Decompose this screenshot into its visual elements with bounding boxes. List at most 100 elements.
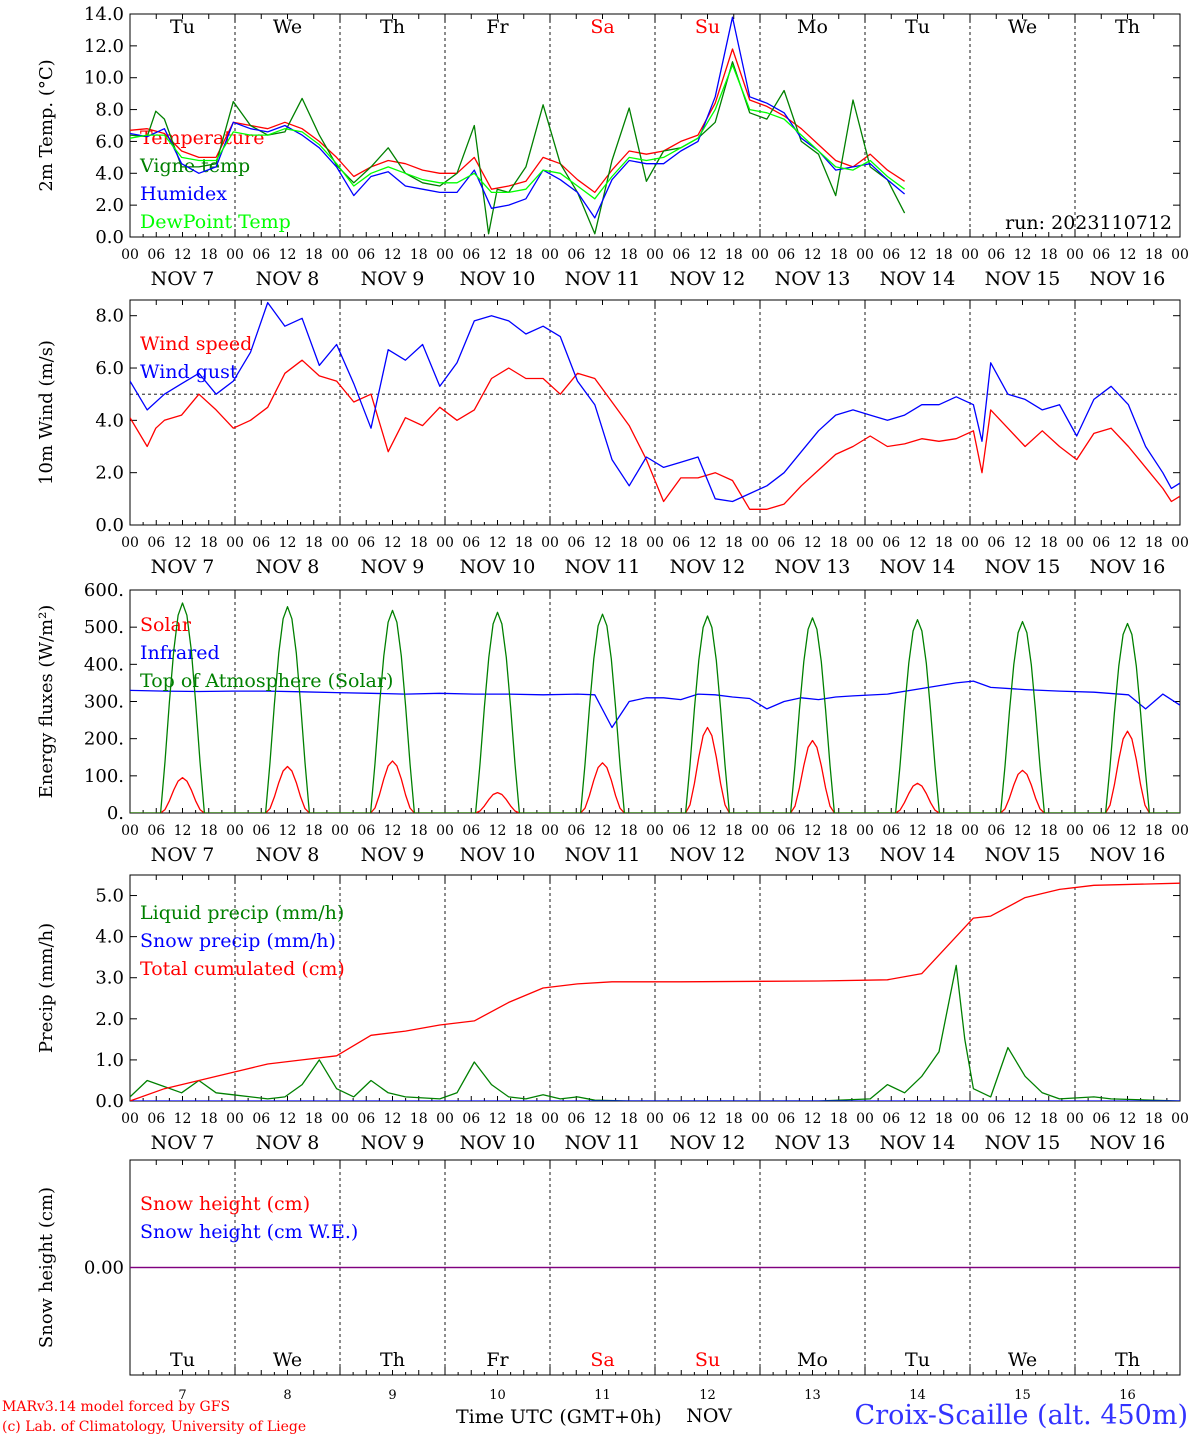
date-tick-label: NOV 15 [985,1132,1061,1154]
legend-entry: Liquid precip (mm/h) [140,902,344,924]
date-tick-label: NOV 13 [775,844,851,866]
wind-series-wind-gust [130,301,1180,503]
hour-tick-label: 18 [620,535,638,551]
hour-tick-label: 00 [1066,1111,1084,1127]
hour-tick-label: 12 [1119,1111,1137,1127]
hour-tick-label: 00 [751,823,769,839]
hour-tick-label: 06 [882,823,900,839]
hour-tick-label: 18 [410,823,428,839]
hour-tick-label: 12 [1119,823,1137,839]
hour-tick-label: 12 [594,247,612,263]
date-tick-label: NOV 8 [256,556,320,578]
y-tick-label: 200. [84,729,124,750]
hour-tick-label: 00 [331,823,349,839]
hour-tick-label: 18 [1145,535,1163,551]
wind-panel: 0.0 2.0 4.0 6.0 8.0 10m Wind (m/s) 00 06 12 18 NOV… [36,299,1189,578]
date-tick-label: NOV 12 [670,268,746,290]
date-tick-label: NOV 15 [985,556,1061,578]
hour-tick-label: 00 [1066,823,1084,839]
hour-tick-label: 06 [672,1111,690,1127]
hour-tick-label: 18 [1040,247,1058,263]
y-tick-label: 500. [84,617,124,638]
hour-tick-label: 06 [357,1111,375,1127]
hour-tick-label: 18 [620,1111,638,1127]
y-tick-label: 4.0 [95,410,124,431]
date-tick-label: NOV 7 [151,1132,215,1154]
date-tick-label: NOV 11 [565,556,641,578]
hour-tick-label: 12 [279,247,297,263]
hour-tick-label: 06 [1092,823,1110,839]
hour-tick-label: 12 [279,823,297,839]
weekday-label: We [1008,16,1037,38]
hour-tick-label: 06 [252,1111,270,1127]
hour-tick-label: 12 [909,535,927,551]
hour-tick-label: 12 [804,247,822,263]
hour-tick-label: 18 [1040,535,1058,551]
precip-series-liquid-precip-mm-h [130,964,1180,1101]
hour-tick-label: 12 [489,823,507,839]
hour-tick-label: 00 [751,247,769,263]
hour-tick-label: 06 [462,1111,480,1127]
hour-tick-label: 12 [174,535,192,551]
weekday-label: We [273,16,302,38]
hour-tick-label: 00 [331,535,349,551]
day-number-label: 15 [1014,1388,1031,1403]
date-tick-label: NOV 14 [880,556,956,578]
date-tick-label: NOV 9 [361,556,425,578]
date-tick-label: NOV 10 [460,844,536,866]
hour-tick-label: 18 [515,1111,533,1127]
date-tick-label: NOV 16 [1090,1132,1166,1154]
hour-tick-label: 06 [147,535,165,551]
hour-tick-label: 06 [147,247,165,263]
hour-tick-label: 12 [1119,535,1137,551]
y-tick-label: 600. [84,580,124,601]
date-tick-label: NOV 14 [880,268,956,290]
legend-entry: Snow precip (mm/h) [140,930,336,952]
hour-tick-label: 06 [777,535,795,551]
date-tick-label: NOV 8 [256,1132,320,1154]
weekday-label: Fr [486,16,509,38]
hour-tick-label: 18 [200,1111,218,1127]
hour-tick-label: 00 [436,247,454,263]
y-tick-label: 12.0 [84,36,124,57]
hour-tick-label: 18 [725,1111,743,1127]
hour-tick-label: 00 [331,1111,349,1127]
hour-tick-label: 06 [1092,535,1110,551]
hour-tick-label: 12 [384,535,402,551]
hour-tick-label: 18 [200,247,218,263]
weekday-label: Tu [170,16,195,38]
hour-tick-label: 06 [357,823,375,839]
hour-tick-label: 06 [882,247,900,263]
hour-tick-label: 06 [777,823,795,839]
legend-entry: Total cumulated (cm) [140,958,345,980]
hour-tick-label: 18 [830,535,848,551]
legend-entry: DewPoint Temp [140,211,291,233]
weekday-label: Th [380,1349,405,1371]
hour-tick-label: 18 [620,247,638,263]
day-number-label: 11 [594,1388,611,1403]
y-tick-label: 8.0 [95,306,124,327]
hour-tick-label: 00 [1171,247,1189,263]
hour-tick-label: 12 [909,247,927,263]
hour-tick-label: 18 [1040,823,1058,839]
weekday-label: Tu [905,16,930,38]
y-tick-label: 1.0 [95,1050,124,1071]
snow-y-axis-label: Snow height (cm) [36,1187,57,1348]
hour-tick-label: 12 [1119,247,1137,263]
hour-tick-label: 06 [567,823,585,839]
hour-tick-label: 00 [331,247,349,263]
day-number-label: 13 [804,1388,821,1403]
hour-tick-label: 00 [751,1111,769,1127]
hour-tick-label: 00 [961,823,979,839]
date-tick-label: NOV 7 [151,268,215,290]
energy-series-infrared [130,680,1180,729]
hour-tick-label: 18 [200,823,218,839]
date-tick-label: NOV 8 [256,268,320,290]
date-tick-label: NOV 15 [985,844,1061,866]
hour-tick-label: 18 [1145,1111,1163,1127]
weekday-label: Tu [170,1349,195,1371]
date-tick-label: NOV 10 [460,556,536,578]
hour-tick-label: 06 [672,823,690,839]
hour-tick-label: 12 [594,823,612,839]
